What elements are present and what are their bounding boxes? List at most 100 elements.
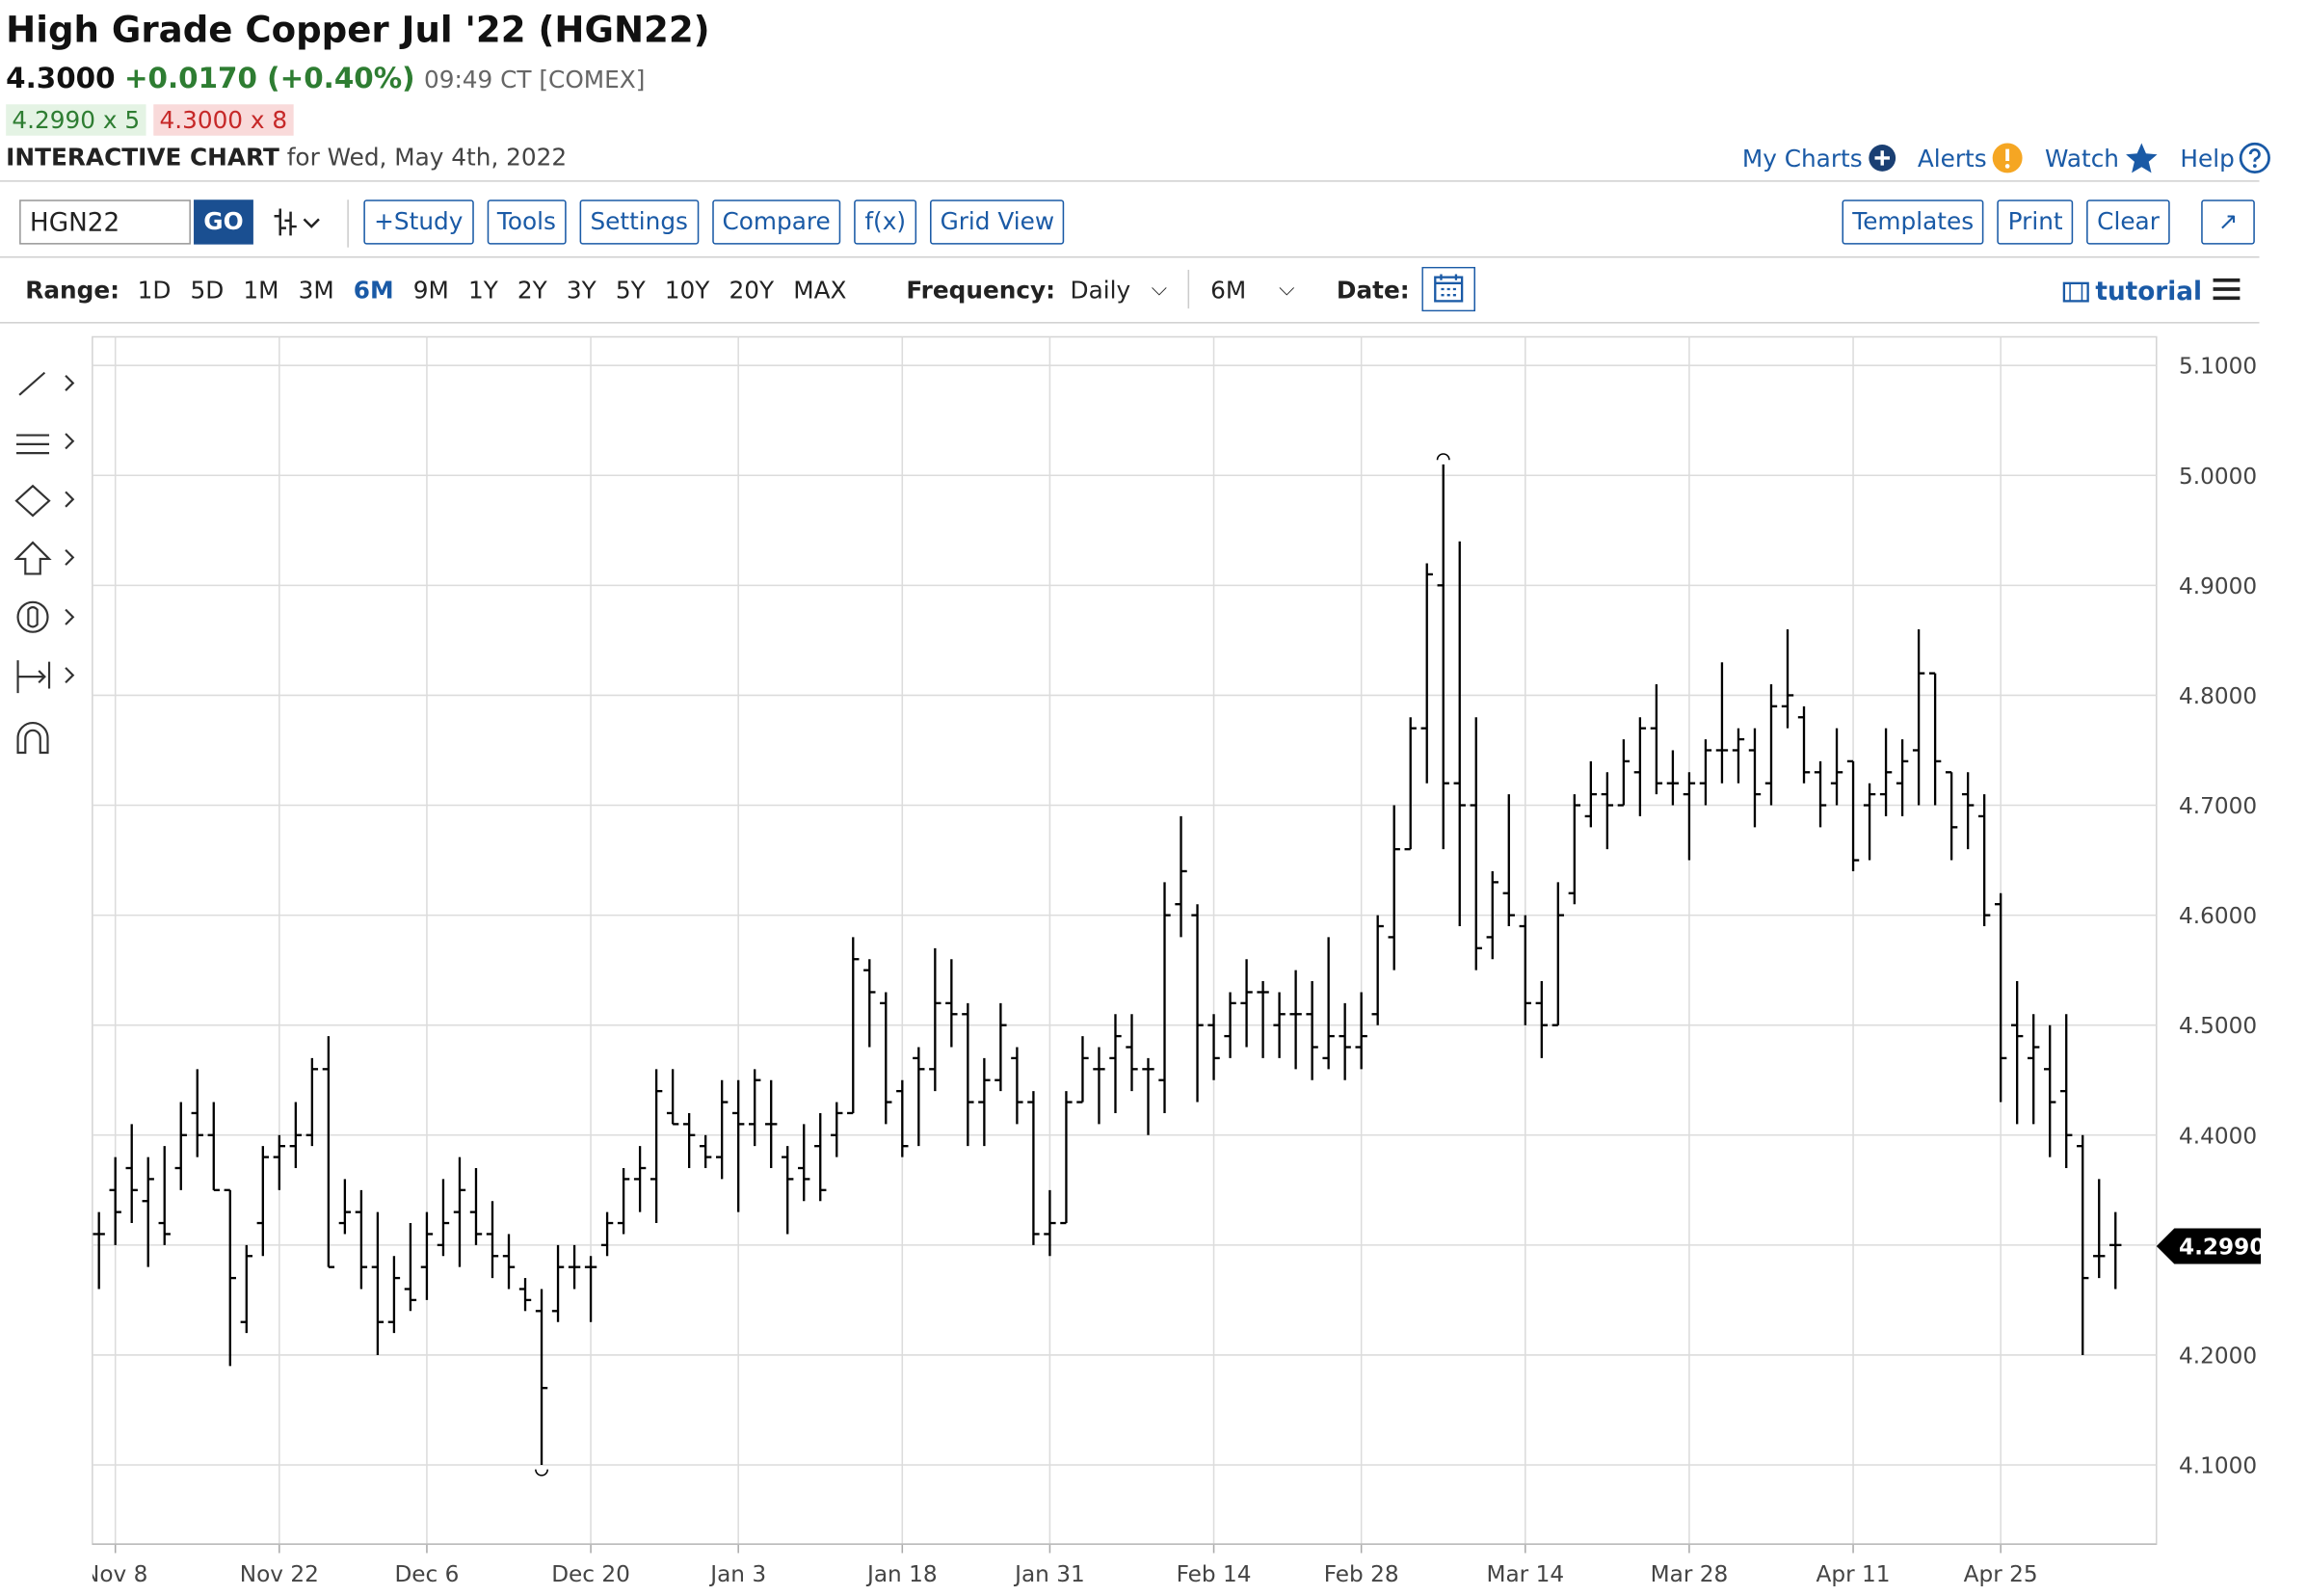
quote-line: 4.3000 +0.0170 (+0.40%) 09:49 CT [COMEX] (6, 63, 645, 95)
toolbar-button[interactable]: Clear (2086, 200, 2170, 245)
range-option[interactable]: 6M (353, 275, 394, 304)
line-tool[interactable] (18, 371, 75, 396)
price-bar (256, 1146, 270, 1257)
price-bar (945, 959, 958, 1048)
top-link[interactable]: Alerts (1918, 142, 2024, 174)
top-link-text[interactable]: Help (2180, 144, 2235, 173)
price-bar (600, 1211, 614, 1257)
price-bar (1846, 759, 1860, 871)
y-tick-label: 5.0000 (2179, 464, 2257, 490)
price-bar (847, 937, 860, 1115)
frequency[interactable]: Daily (1070, 275, 1131, 304)
price-bar (1371, 915, 1384, 1025)
price-bar (437, 1179, 450, 1257)
top-link[interactable]: My Charts (1742, 142, 1896, 174)
top-link-text[interactable]: Alerts (1917, 144, 1987, 173)
price-bar (93, 1211, 105, 1290)
plot-area (92, 335, 2158, 1545)
price-bar (469, 1167, 483, 1245)
price-bar (2028, 1014, 2040, 1125)
film-icon (2062, 281, 2089, 303)
range-option[interactable]: 1Y (467, 275, 498, 304)
x-tick-label: Jan 3 (708, 1561, 766, 1587)
price-bar (486, 1201, 499, 1279)
range-option[interactable]: 9M (412, 275, 449, 304)
right-buttons: Templates Print Clear (1842, 200, 2170, 245)
range-option[interactable]: 20Y (729, 275, 775, 304)
price-bar (913, 1047, 925, 1147)
range-option[interactable]: 5Y (615, 275, 646, 304)
calendar-button[interactable] (1421, 266, 1475, 312)
time: 09:49 CT [COMEX] (423, 66, 646, 94)
toolbar-button[interactable]: +Study (363, 200, 474, 245)
menu-button[interactable] (2212, 276, 2241, 303)
high-marker (1436, 453, 1450, 461)
period[interactable]: 6M (1210, 275, 1247, 304)
price-bar (535, 1289, 548, 1466)
text-tool[interactable] (16, 600, 49, 633)
toolbar-button[interactable]: Tools (487, 200, 567, 245)
toolbar-button[interactable]: Templates (1842, 200, 1984, 245)
top-link-icon (1867, 143, 1896, 173)
y-tick-label: 4.9000 (2179, 573, 2257, 599)
top-link[interactable]: Help (2180, 142, 2271, 174)
price-bar (1011, 1047, 1023, 1125)
price-bar (1142, 1057, 1154, 1135)
frequency-label: Frequency: (906, 275, 1056, 304)
toolbar-button[interactable]: Print (1997, 200, 2074, 245)
range-option[interactable]: 1M (243, 275, 279, 304)
chart-label: INTERACTIVE CHART (6, 143, 279, 172)
drawing-tools[interactable] (13, 371, 75, 755)
price-bar (1175, 815, 1187, 938)
range-option[interactable]: 2Y (517, 275, 547, 304)
range-option[interactable]: 3Y (566, 275, 597, 304)
arrow-tool[interactable] (13, 541, 75, 575)
top-link[interactable]: Watch (2045, 142, 2160, 174)
y-tick-label: 4.6000 (2179, 903, 2257, 929)
top-link-icon (1991, 142, 2024, 174)
tutorial[interactable]: tutorial (2095, 277, 2203, 307)
price-bar (1273, 992, 1286, 1058)
bar-type-button[interactable] (268, 205, 328, 241)
toolbar-button[interactable]: f(x) (854, 200, 916, 245)
range-option[interactable]: 10Y (664, 275, 710, 304)
toolbar-button[interactable]: Settings (579, 200, 699, 245)
measure-tool[interactable] (16, 660, 75, 694)
top-link-text[interactable]: Watch (2044, 144, 2119, 173)
price-bar (831, 1102, 843, 1157)
ask: 4.3000 x 8 (153, 104, 294, 136)
tutorial-link[interactable]: tutorial (2062, 278, 2202, 307)
range-option[interactable]: MAX (793, 275, 847, 304)
shape-tool[interactable] (14, 484, 75, 518)
toolbar-buttons: +Study Tools Settings Compare f(x) Grid View (363, 200, 1065, 245)
top-link-icon (2239, 142, 2271, 174)
price-bar (2044, 1024, 2056, 1157)
magnet-tool[interactable] (16, 722, 49, 755)
price-bar (715, 1079, 729, 1180)
chart-heading: INTERACTIVE CHART for Wed, May 4th, 2022 (6, 143, 567, 171)
range-option[interactable]: 3M (298, 275, 334, 304)
expand-button[interactable]: ↗ (2201, 200, 2255, 245)
price-bar (1814, 760, 1827, 828)
price-bar (273, 1134, 286, 1190)
top-links: My Charts Alerts Watch Help (1742, 142, 2272, 174)
y-tick-label: 4.2000 (2179, 1343, 2257, 1369)
price-bar (551, 1244, 565, 1322)
toolbar-button[interactable]: Compare (711, 200, 841, 245)
symbol-input[interactable]: HGN22 (19, 200, 191, 245)
toolbar-button[interactable]: Grid View (929, 200, 1065, 245)
go-button[interactable]: GO (194, 200, 253, 245)
range-option[interactable]: 5D (190, 275, 225, 304)
price-bar (666, 1069, 679, 1126)
x-axis: Nov 8 Nov 22 Dec 6 Dec 20 Jan 3 Jan 18 Jan 31 F… (93, 1561, 2038, 1587)
range-option[interactable]: 1D (137, 275, 172, 304)
y-tick-label: 4.4000 (2179, 1123, 2257, 1149)
bid: 4.2990 x 5 (6, 104, 146, 136)
top-link-text[interactable]: My Charts (1741, 144, 1863, 173)
price-bar (896, 1079, 909, 1157)
price-bar (1584, 760, 1598, 828)
x-tick-label: Dec 6 (394, 1561, 459, 1587)
price-bar (1437, 464, 1449, 850)
fib-tool[interactable] (16, 433, 75, 455)
